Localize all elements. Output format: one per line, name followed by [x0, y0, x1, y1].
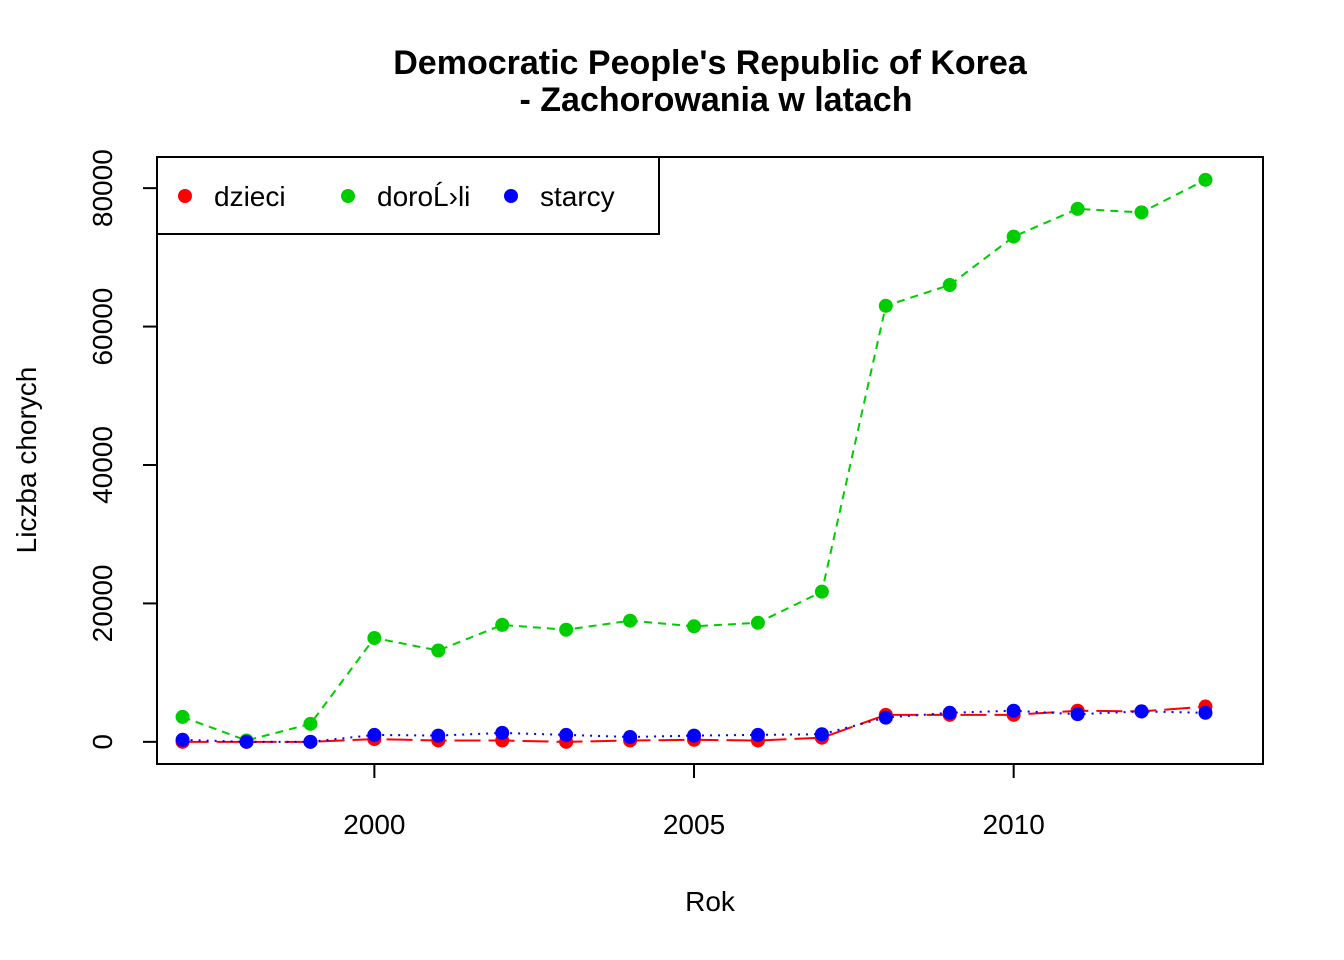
- series-1-point: [750, 615, 765, 630]
- series-2-point: [1070, 707, 1085, 722]
- legend-marker-0: [178, 189, 192, 203]
- y-axis: 0 20000 40000 60000 80000: [87, 149, 158, 750]
- y-tick-label: 40000: [87, 426, 118, 504]
- series-1-point: [303, 716, 318, 731]
- series-2-point: [175, 732, 190, 747]
- series-2-point: [814, 727, 829, 742]
- series-1-point: [814, 584, 829, 599]
- series-2-point: [367, 727, 382, 742]
- series-2-point: [1134, 704, 1149, 719]
- series-1-point: [1198, 172, 1213, 187]
- series-1-point: [495, 617, 510, 632]
- legend-marker-1: [341, 189, 355, 203]
- legend: dzieci doroĹ›li starcy: [156, 156, 660, 235]
- series-2-point: [1198, 705, 1213, 720]
- y-axis-label: Liczba chorych: [11, 367, 42, 554]
- series-line-1: [182, 178, 1206, 742]
- series-1-point: [1070, 201, 1085, 216]
- legend-label-1: doroĹ›li: [377, 181, 470, 212]
- series-layer: [175, 172, 1213, 749]
- y-tick-label: 20000: [87, 564, 118, 642]
- series-2-point: [559, 727, 574, 742]
- series-1-point: [367, 631, 382, 646]
- x-tick-label: 2010: [983, 809, 1045, 840]
- series-1-point: [1006, 229, 1021, 244]
- legend-marker-2: [504, 189, 518, 203]
- plot-frame: [156, 156, 1264, 765]
- y-tick-label: 0: [87, 734, 118, 750]
- chart-title-line2: - Zachorowania w latach: [520, 81, 913, 119]
- legend-label-0: dzieci: [214, 181, 286, 212]
- y-tick-label: 80000: [87, 149, 118, 227]
- series-2-point: [878, 710, 893, 725]
- series-2-point: [431, 728, 446, 743]
- series-2-point: [750, 727, 765, 742]
- series-2-point: [239, 734, 254, 749]
- series-2-point: [623, 730, 638, 745]
- x-axis-label: Rok: [685, 886, 736, 917]
- series-2-point: [495, 725, 510, 740]
- series-1-point: [687, 619, 702, 634]
- series-2-point: [1006, 703, 1021, 718]
- y-tick-label: 60000: [87, 288, 118, 366]
- x-tick-label: 2005: [663, 809, 725, 840]
- legend-label-2: starcy: [540, 181, 615, 212]
- chart-title-line1: Democratic People's Republic of Korea: [393, 44, 1028, 82]
- series-1-point: [623, 613, 638, 628]
- series-2-point: [687, 728, 702, 743]
- series-2-point: [942, 705, 957, 720]
- legend-box: [156, 156, 660, 235]
- series-1-point: [175, 709, 190, 724]
- x-tick-label: 2000: [343, 809, 405, 840]
- series-1-point: [1134, 205, 1149, 220]
- series-1-point: [878, 298, 893, 313]
- x-axis: 2000 2005 2010: [343, 763, 1045, 840]
- series-1-point: [431, 643, 446, 658]
- series-1-point: [942, 278, 957, 293]
- series-2-point: [303, 734, 318, 749]
- series-1-point: [559, 622, 574, 637]
